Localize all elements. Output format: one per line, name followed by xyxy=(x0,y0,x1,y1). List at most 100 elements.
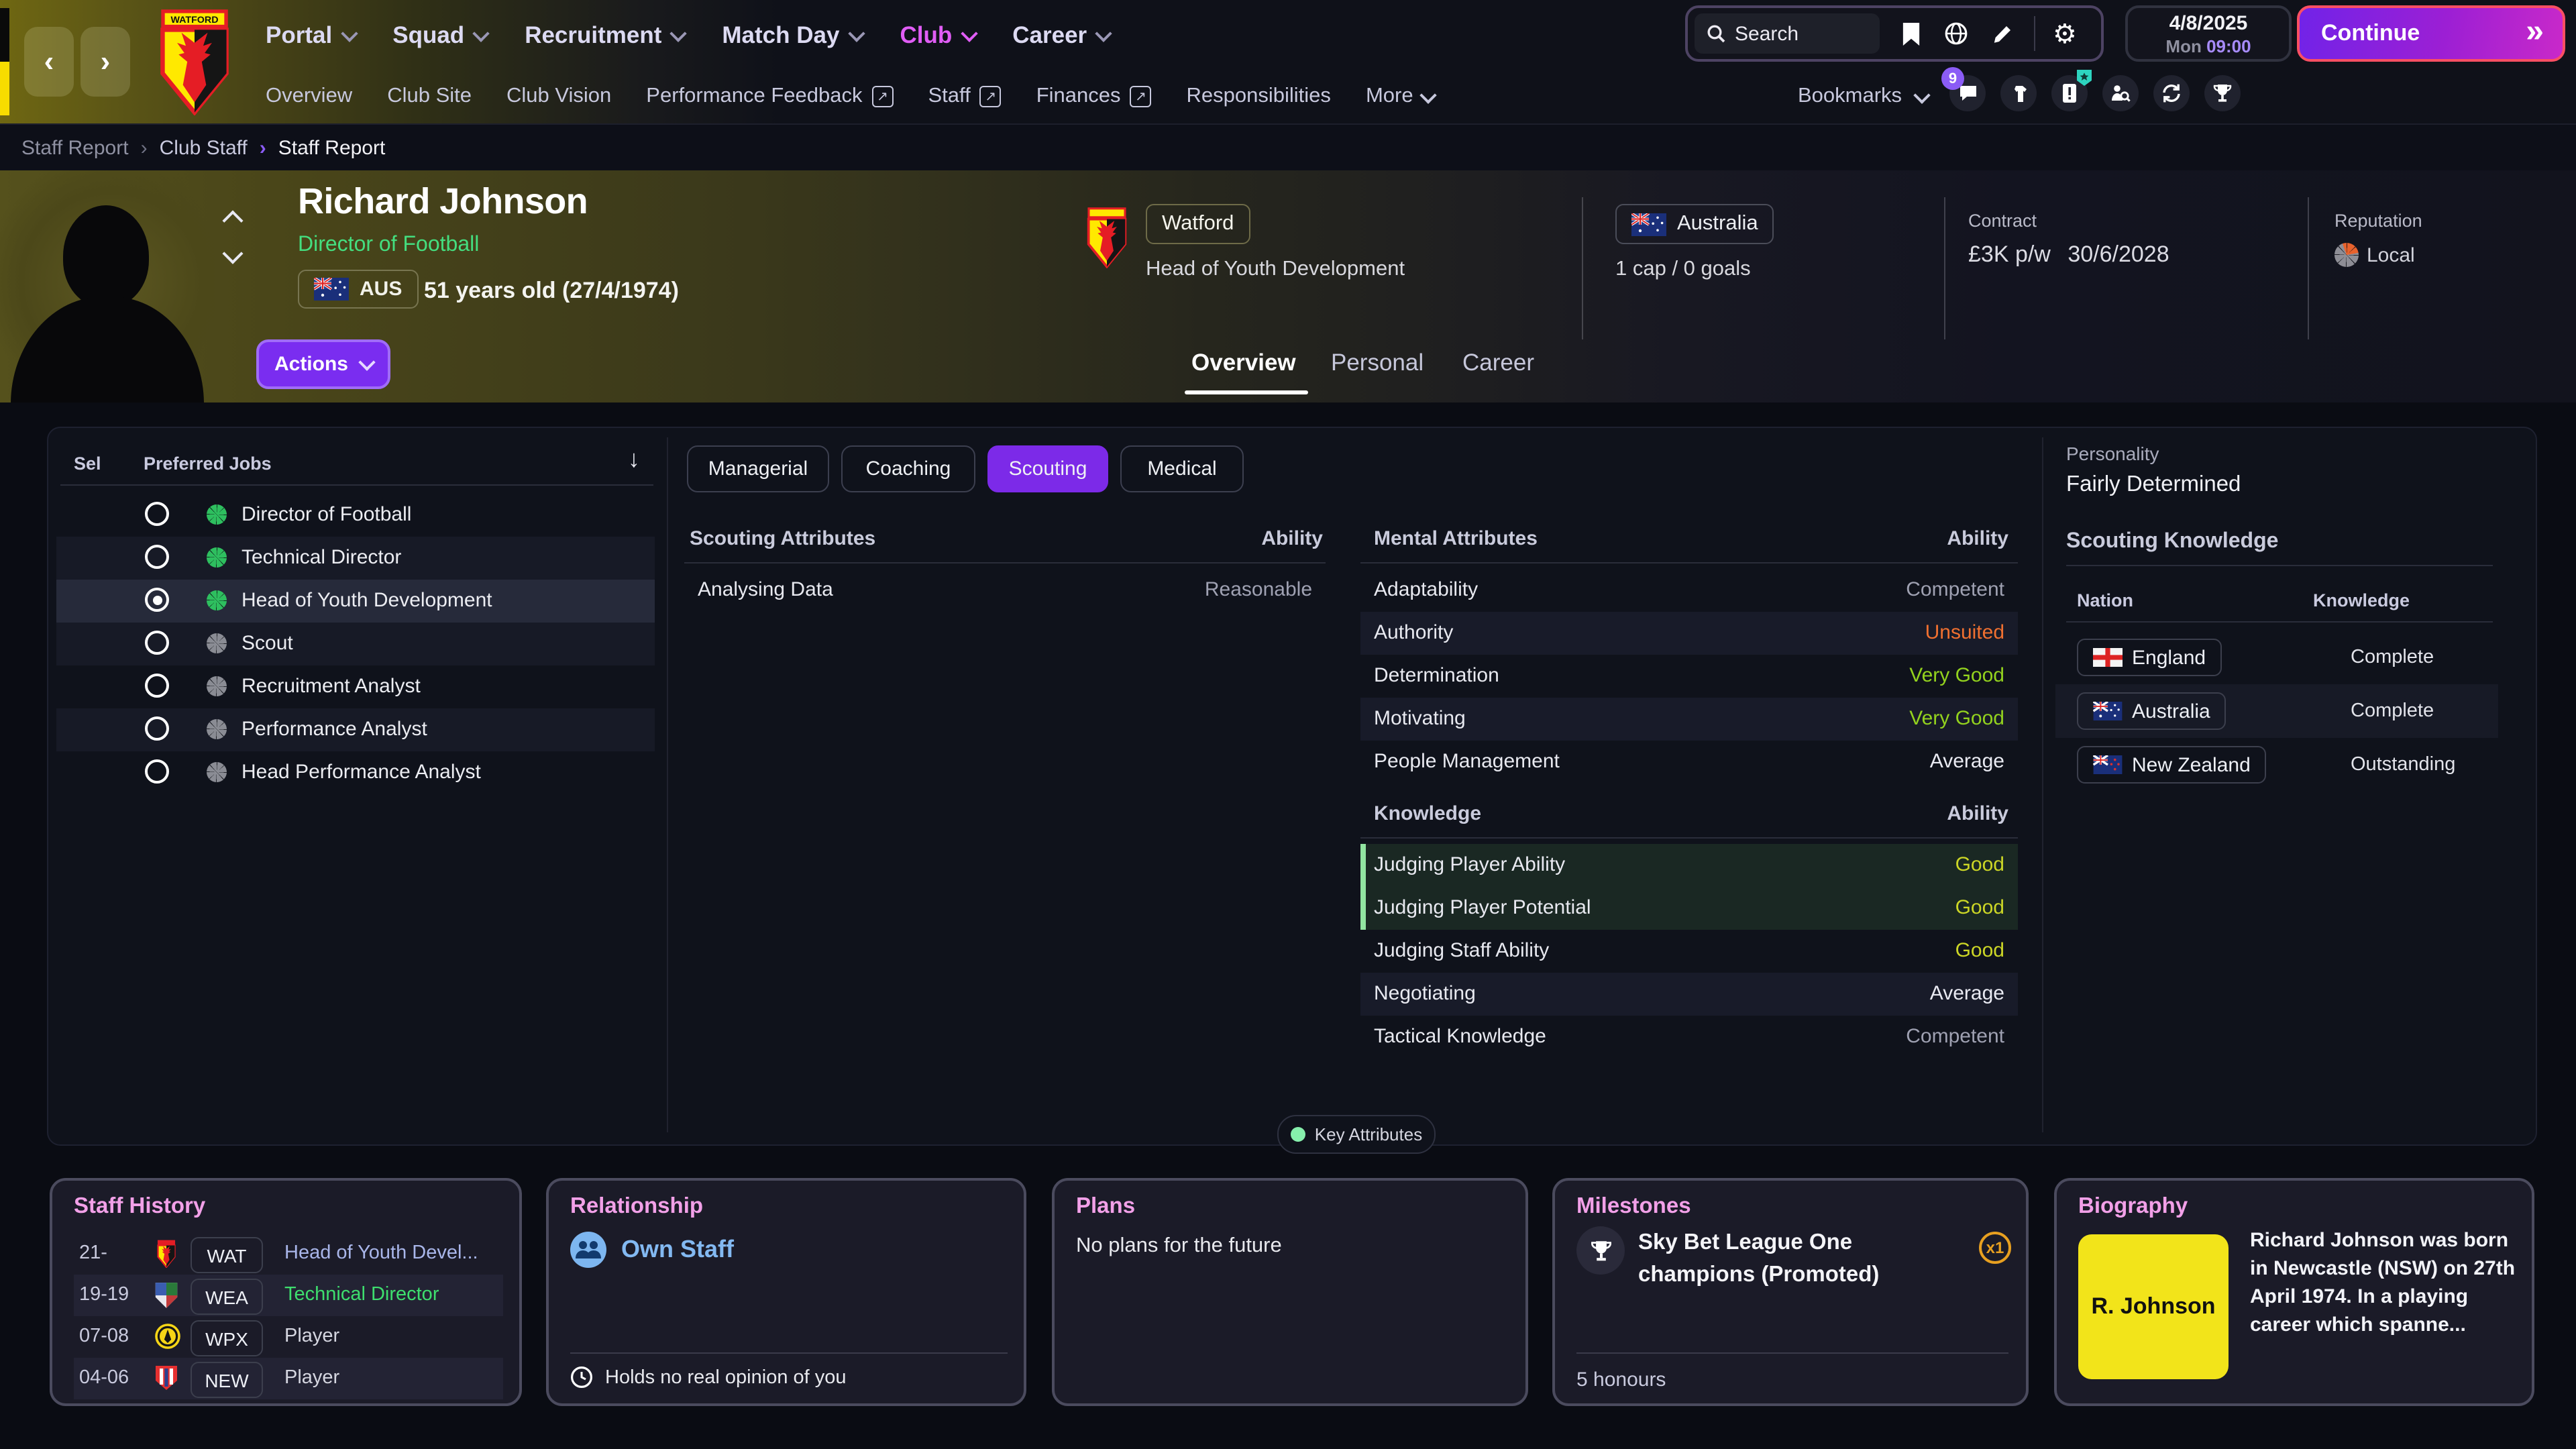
key-attributes-bar xyxy=(1360,844,1366,930)
gear-icon[interactable]: ⚙ xyxy=(2053,17,2077,50)
nation-pill[interactable]: Australia xyxy=(1615,204,1774,244)
menu-career[interactable]: Career xyxy=(1012,21,1112,49)
reputation-label: Reputation xyxy=(2334,211,2422,231)
subnav-responsibilities[interactable]: Responsibilities xyxy=(1186,85,1331,107)
nationality-code: AUS xyxy=(360,278,402,301)
previous-person-button[interactable] xyxy=(222,210,244,235)
history-row[interactable]: 04-06 NEW Player xyxy=(74,1358,503,1399)
job-row-head-of-youth-development[interactable]: Head of Youth Development xyxy=(56,580,655,623)
back-button[interactable]: ‹ xyxy=(24,27,74,97)
job-radio[interactable] xyxy=(145,674,169,698)
job-row-scout[interactable]: Scout xyxy=(56,623,655,665)
attr-row-negotiating: Negotiating Average xyxy=(1360,973,2018,1016)
trophy-badge-icon xyxy=(1576,1226,1625,1275)
report-card-button[interactable] xyxy=(2051,70,2092,111)
continue-button[interactable]: Continue » xyxy=(2297,5,2565,62)
milestone-text: Sky Bet League One champions (Promoted) xyxy=(1638,1230,1880,1287)
actions-button[interactable]: Actions xyxy=(256,339,390,389)
subnav-staff[interactable]: Staff ↗ xyxy=(928,85,1002,109)
scouting-button[interactable] xyxy=(2102,75,2139,111)
subnav-club-vision[interactable]: Club Vision xyxy=(506,85,612,107)
job-radio[interactable] xyxy=(145,631,169,655)
menu-club[interactable]: Club xyxy=(900,21,977,49)
chevron-down-icon xyxy=(1913,86,1930,103)
jobs-col-sel: Sel xyxy=(74,453,101,474)
job-radio[interactable] xyxy=(145,545,169,569)
squad-shirt-button[interactable] xyxy=(2000,75,2037,111)
history-row[interactable]: 21- WAT Head of Youth Devel... xyxy=(74,1233,503,1275)
job-row-director-of-football[interactable]: Director of Football xyxy=(56,494,655,537)
reputation-icon xyxy=(2334,243,2359,267)
attr-tab-managerial[interactable]: Managerial xyxy=(687,445,829,492)
scouting-knowledge-row-england: England Complete xyxy=(2055,631,2498,684)
actions-label: Actions xyxy=(274,353,348,376)
bookmark-icon[interactable] xyxy=(1902,22,1920,45)
attr-tab-coaching[interactable]: Coaching xyxy=(841,445,975,492)
nation-pill-new-zealand[interactable]: New Zealand xyxy=(2077,746,2267,784)
scouting-knowledge-divider xyxy=(2066,565,2493,566)
menu-recruitment[interactable]: Recruitment xyxy=(525,21,688,49)
tab-overview[interactable]: Overview xyxy=(1191,349,1296,376)
chevron-down-icon xyxy=(1419,86,1438,103)
biography-avatar: R. Johnson xyxy=(2078,1234,2229,1379)
globe-icon[interactable] xyxy=(1944,21,1968,46)
chevron-down-icon xyxy=(1095,24,1112,42)
job-row-recruitment-analyst[interactable]: Recruitment Analyst xyxy=(56,665,655,708)
breadcrumb-club-staff[interactable]: Club Staff xyxy=(159,136,248,159)
external-link-icon: ↗ xyxy=(979,86,1002,107)
club-name-pill[interactable]: Watford xyxy=(1146,204,1250,244)
staff-history-title: Staff History xyxy=(74,1194,206,1218)
job-row-technical-director[interactable]: Technical Director xyxy=(56,537,655,580)
bookmarks-dropdown[interactable]: Bookmarks xyxy=(1798,70,1930,123)
menu-match-day[interactable]: Match Day xyxy=(722,21,865,49)
pencil-icon[interactable] xyxy=(1992,23,2012,44)
search-toolbar: Search ⚙ xyxy=(1685,5,2104,62)
subnav-club-site[interactable]: Club Site xyxy=(387,85,472,107)
job-radio-selected[interactable] xyxy=(145,588,169,612)
own-staff-icon xyxy=(570,1232,606,1268)
menu-squad[interactable]: Squad xyxy=(392,21,490,49)
sort-descending-icon[interactable]: ↓ xyxy=(628,445,640,472)
nation-name: Australia xyxy=(1677,212,1758,235)
date-value: 4/8/2025 xyxy=(2169,12,2248,35)
subnav-overview[interactable]: Overview xyxy=(266,85,353,107)
nation-pill-england[interactable]: England xyxy=(2077,639,2222,676)
nation-pill-australia[interactable]: Australia xyxy=(2077,692,2226,730)
subnav-finances[interactable]: Finances ↗ xyxy=(1036,85,1152,109)
next-person-button[interactable] xyxy=(222,243,244,270)
date-day: Mon xyxy=(2165,36,2202,56)
attr-tab-medical[interactable]: Medical xyxy=(1120,445,1244,492)
ability-column-header: Ability xyxy=(1261,527,1323,550)
tab-career[interactable]: Career xyxy=(1462,349,1534,376)
job-row-performance-analyst[interactable]: Performance Analyst xyxy=(56,708,655,751)
job-radio[interactable] xyxy=(145,759,169,784)
trophy-button[interactable] xyxy=(2204,75,2241,111)
edge-strip-yellow xyxy=(0,62,9,115)
club-code-pill: WAT xyxy=(191,1237,263,1273)
tab-personal[interactable]: Personal xyxy=(1331,349,1424,376)
subnav-more[interactable]: More xyxy=(1366,85,1438,109)
job-radio[interactable] xyxy=(145,502,169,526)
inbox-button[interactable]: 9 xyxy=(1941,67,1986,111)
attr-tab-scouting[interactable]: Scouting xyxy=(987,445,1108,492)
forward-button[interactable]: › xyxy=(80,27,130,97)
contract-wage: £3K p/w xyxy=(1968,241,2051,267)
search-input[interactable]: Search xyxy=(1695,13,1880,54)
sync-button[interactable] xyxy=(2153,75,2190,111)
breadcrumb-staff-report[interactable]: Staff Report xyxy=(21,136,129,159)
menu-portal[interactable]: Portal xyxy=(266,21,358,49)
chevron-down-icon xyxy=(472,24,490,42)
plans-text: No plans for the future xyxy=(1076,1234,1282,1257)
job-radio[interactable] xyxy=(145,716,169,741)
subnav-performance-feedback[interactable]: Performance Feedback ↗ xyxy=(646,85,894,109)
history-row[interactable]: 07-08 WPX Player xyxy=(74,1316,503,1358)
nationality-pill: AUS xyxy=(298,270,419,309)
history-row[interactable]: 19-19 WEA Technical Director xyxy=(74,1275,503,1316)
milestones-footer: 5 honours xyxy=(1576,1368,1666,1391)
job-row-head-performance-analyst[interactable]: Head Performance Analyst xyxy=(56,751,655,794)
clock-icon xyxy=(570,1366,593,1389)
england-flag-icon xyxy=(2093,648,2123,667)
club-position: Head of Youth Development xyxy=(1146,258,1405,280)
biography-title: Biography xyxy=(2078,1194,2188,1218)
